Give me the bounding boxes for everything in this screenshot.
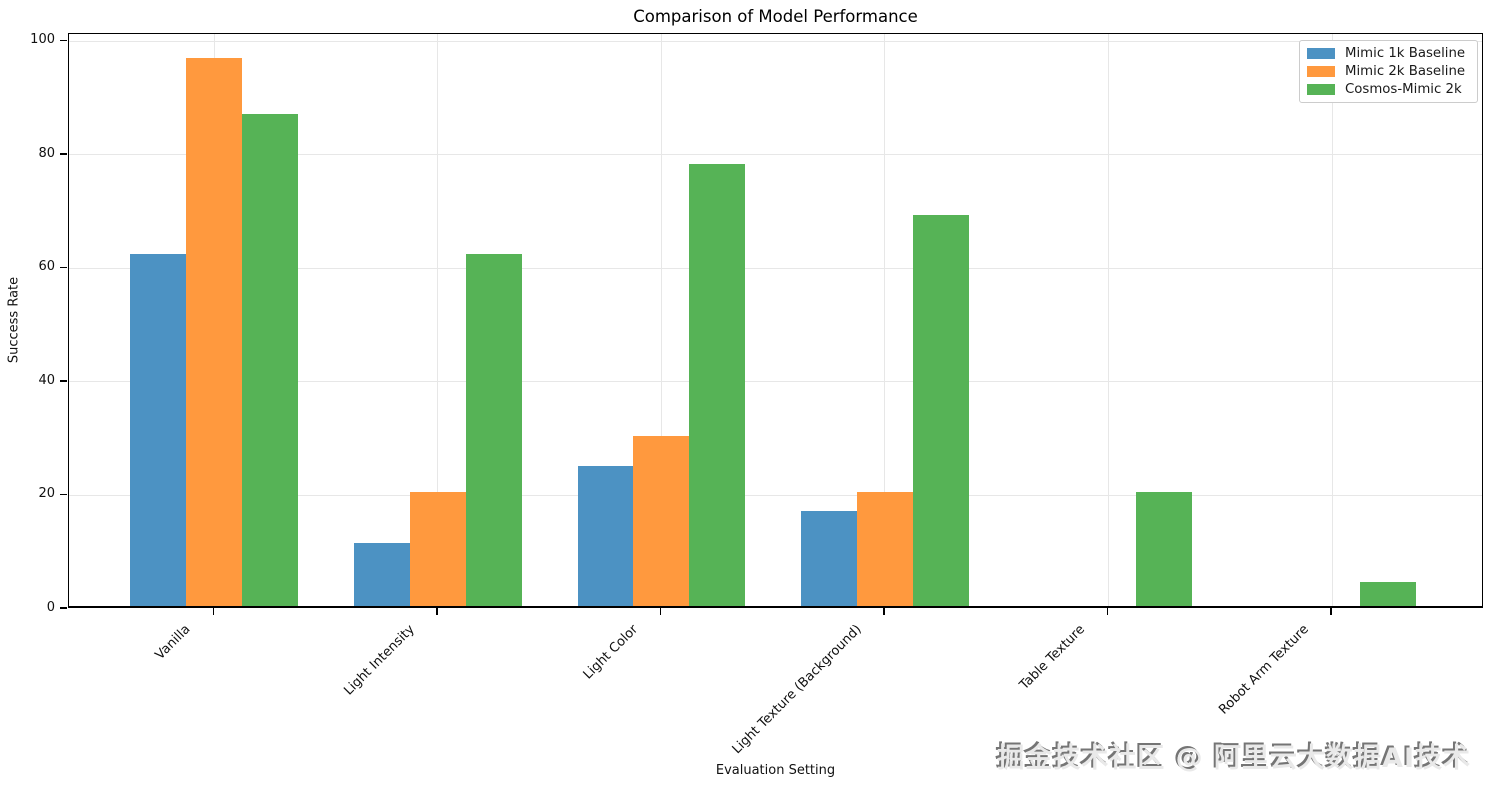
legend-swatch: [1307, 65, 1335, 77]
x-tick-label-text: Table Texture: [1017, 622, 1089, 693]
x-tick-label-text: Vanilla: [152, 622, 194, 663]
legend-item: Cosmos-Mimic 2k: [1307, 82, 1469, 97]
v-gridline-3: [884, 34, 886, 606]
bar-cosmos-mimic-2k-2: [689, 164, 746, 606]
bar-cosmos-mimic-2k-1: [465, 253, 522, 606]
v-gridline-1: [437, 34, 439, 606]
x-tick-label-text: Light Intensity: [340, 622, 418, 699]
bar-cosmos-mimic-2k-3: [912, 214, 969, 606]
legend-swatch: [1307, 83, 1335, 95]
legend-label: Mimic 2k Baseline: [1345, 63, 1466, 79]
bar-mimic-1k-baseline-3: [801, 511, 857, 606]
bar-mimic-2k-baseline-0: [186, 57, 243, 606]
bars-layer: [69, 34, 1482, 606]
h-gridline-40: [69, 381, 1482, 383]
y-tick-label-100: 100: [30, 32, 55, 48]
h-gridline-100: [69, 40, 1482, 42]
y-tick-0: [60, 607, 67, 609]
x-tick-3: [883, 608, 885, 615]
y-tick-label-40: 40: [38, 372, 55, 388]
y-tick-60: [60, 266, 67, 269]
y-tick-label-80: 80: [38, 145, 55, 161]
chart-title: Comparison of Model Performance: [633, 7, 918, 26]
bar-mimic-2k-baseline-2: [633, 435, 690, 606]
x-tick-4: [1106, 608, 1109, 615]
v-gridline-5: [1331, 34, 1333, 606]
h-gridline-80: [69, 154, 1482, 156]
x-tick-2: [659, 608, 662, 615]
legend-label: Cosmos-Mimic 2k: [1345, 81, 1462, 97]
legend-swatch: [1307, 48, 1335, 60]
bar-cosmos-mimic-2k-5: [1360, 582, 1416, 606]
legend: Mimic 1k Baseline Mimic 2k Baseline Cosmos…: [1299, 40, 1478, 103]
x-tick-0: [212, 608, 215, 615]
y-tick-label-20: 20: [38, 486, 55, 502]
x-tick-label-text: Light Color: [580, 622, 641, 683]
bar-cosmos-mimic-2k-4: [1136, 492, 1193, 606]
legend-item: Mimic 2k Baseline: [1307, 64, 1469, 79]
bar-mimic-2k-baseline-3: [857, 492, 913, 606]
y-axis-label: Success Rate: [6, 276, 22, 364]
y-tick-100: [60, 39, 67, 42]
bar-mimic-2k-baseline-1: [409, 492, 466, 606]
legend-label: Mimic 1k Baseline: [1345, 46, 1466, 62]
y-tick-40: [60, 380, 67, 382]
bar-mimic-1k-baseline-2: [577, 465, 634, 606]
bar-mimic-1k-baseline-1: [354, 543, 410, 606]
x-tick-1: [436, 608, 438, 615]
plot-area: [68, 33, 1483, 608]
v-gridline-2: [660, 34, 662, 606]
x-axis-label: Evaluation Setting: [715, 763, 836, 778]
x-tick-5: [1330, 608, 1332, 615]
legend-item: Mimic 1k Baseline: [1307, 46, 1469, 61]
x-tick-label-text: Light Texture (Background): [729, 622, 865, 758]
y-tick-20: [60, 493, 67, 496]
h-gridline-20: [69, 494, 1482, 496]
h-gridline-60: [69, 267, 1482, 269]
y-tick-label-0: 0: [46, 600, 55, 615]
x-tick-label-text: Robot Arm Texture: [1216, 622, 1312, 718]
y-tick-label-60: 60: [38, 259, 55, 275]
bar-mimic-1k-baseline-0: [130, 253, 187, 606]
bar-cosmos-mimic-2k-0: [242, 113, 299, 606]
y-tick-80: [60, 153, 67, 155]
v-gridline-4: [1108, 34, 1109, 606]
watermark: 掘金技术社区 @ 阿里云大数据AI技术: [997, 743, 1471, 774]
